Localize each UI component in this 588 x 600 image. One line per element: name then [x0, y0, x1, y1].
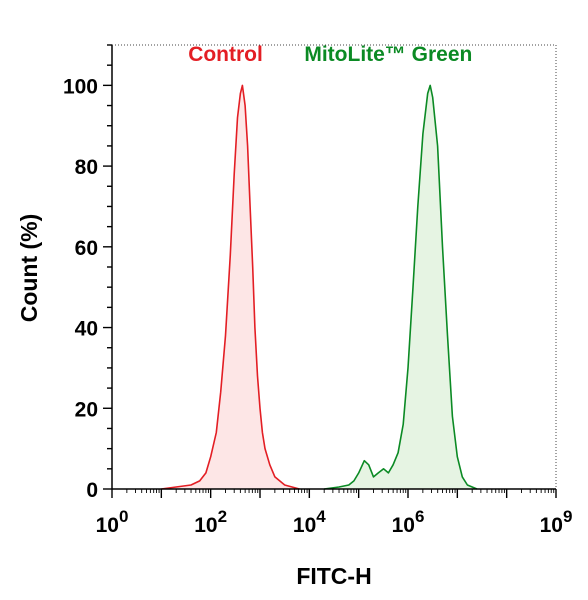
x-axis-title: FITC-H [296, 563, 371, 589]
y-tick-label: 0 [86, 479, 98, 502]
y-axis-title: Count (%) [16, 214, 42, 323]
y-tick-label: 100 [63, 75, 98, 98]
y-tick-label: 60 [75, 237, 98, 260]
x-tick-label: 100 [96, 507, 129, 537]
x-tick-label: 102 [194, 507, 227, 537]
series-layer [161, 84, 478, 490]
y-tick-label: 20 [75, 398, 98, 421]
x-tick-label: 104 [293, 507, 326, 537]
y-tick-label: 80 [75, 156, 98, 179]
series-area-0 [161, 85, 300, 490]
x-tick-label: 109 [540, 507, 573, 537]
series-line-0 [161, 84, 300, 490]
x-axis-ticks: 100 102 104 106 109 [96, 489, 573, 537]
series-label-1: MitoLite™ Green [304, 43, 472, 66]
series-labels: Control MitoLite™ Green [188, 43, 472, 66]
series-label-0: Control [188, 43, 263, 66]
y-tick-label: 40 [75, 318, 98, 341]
series-line-1 [324, 84, 478, 490]
plot-frame [111, 44, 557, 490]
y-axis-ticks: 0 20 40 60 80 100 [63, 44, 112, 502]
x-tick-label: 106 [392, 507, 425, 537]
